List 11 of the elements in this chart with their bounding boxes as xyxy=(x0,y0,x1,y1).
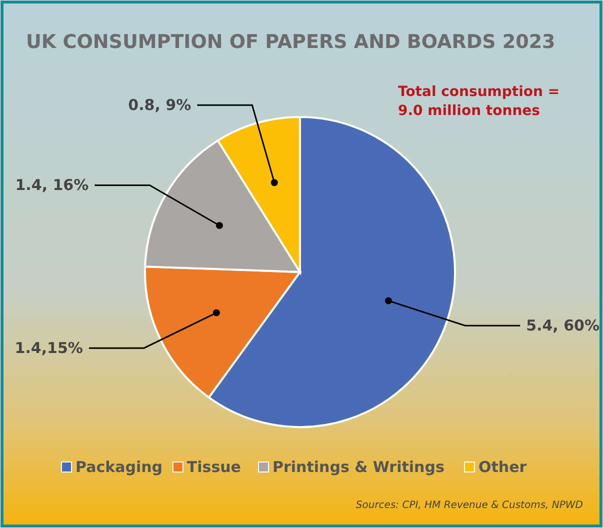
data-label: 1.4, 16% xyxy=(15,176,89,194)
legend-label: Packaging xyxy=(76,458,162,476)
chart-title: UK CONSUMPTION OF PAPERS AND BOARDS 2023 xyxy=(26,31,556,53)
data-label: 1.4,15% xyxy=(14,339,83,358)
data-label: 0.8, 9% xyxy=(128,96,192,114)
data-label: 5.4, 60% xyxy=(526,316,600,335)
legend-label: Other xyxy=(478,458,528,476)
legend-label: Tissue xyxy=(186,458,241,476)
source-note: Sources: CPI, HM Revenue & Customs, NPWD xyxy=(356,500,584,511)
text: Total consumption = 9.0 million tonnes xyxy=(398,84,560,119)
legend-label: Printings & Writings xyxy=(272,458,444,476)
